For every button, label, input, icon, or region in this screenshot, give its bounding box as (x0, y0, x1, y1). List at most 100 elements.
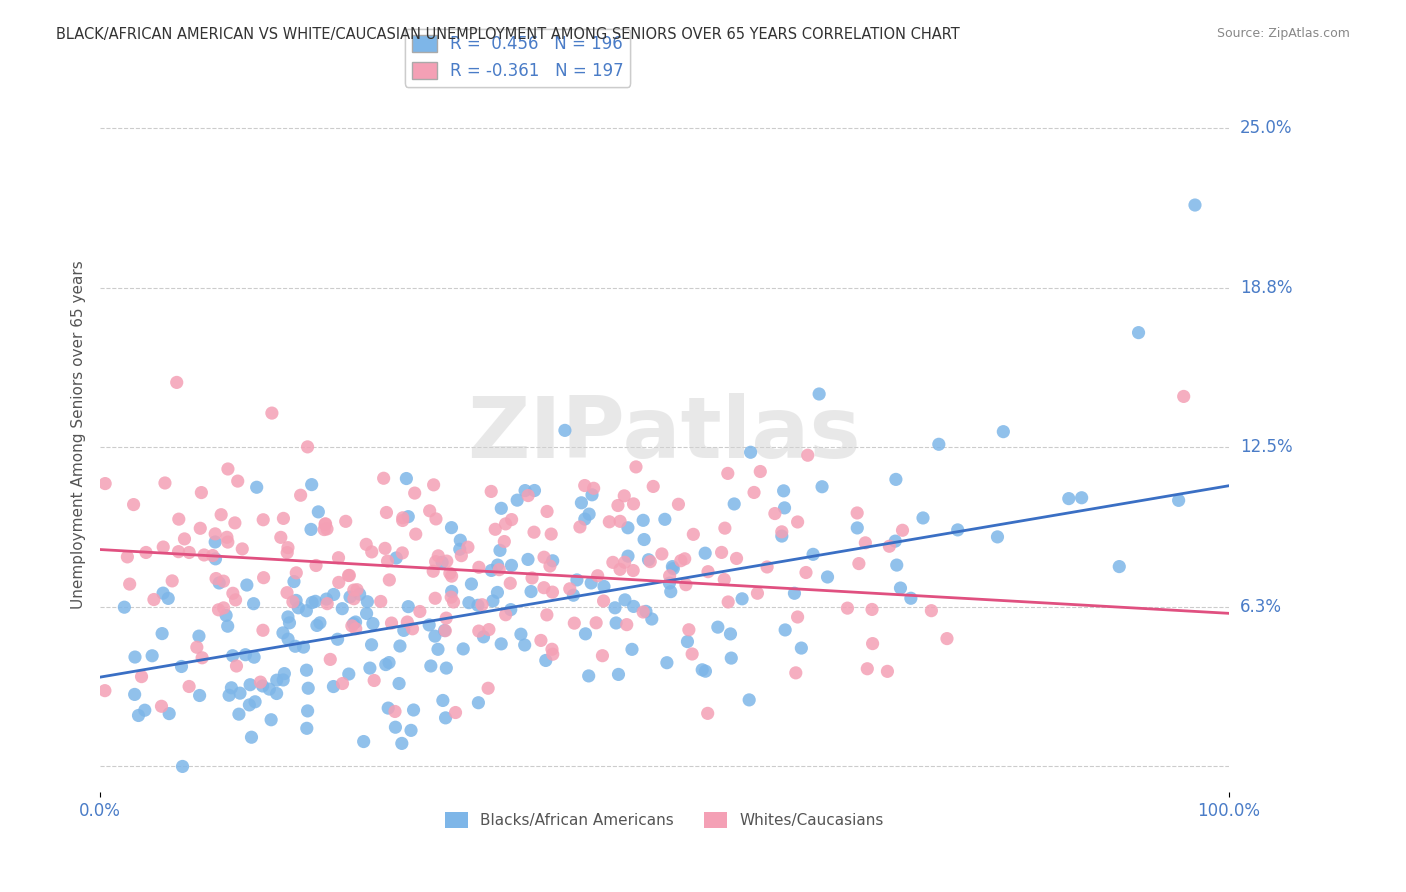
Point (499, 602, 522, 616)
Point (118, 577, 141, 591)
Point (853, 536, 876, 550)
Point (343, 591, 366, 606)
Point (142, 592, 165, 607)
Point (540, 527, 562, 541)
Point (451, 641, 474, 656)
Point (238, 698, 260, 712)
Point (271, 673, 294, 687)
Point (837, 601, 859, 615)
Point (167, 512, 190, 526)
Point (440, 521, 463, 535)
Point (316, 597, 339, 611)
Point (658, 569, 681, 583)
Point (786, 610, 808, 624)
Point (388, 676, 411, 690)
Point (240, 730, 263, 744)
Point (370, 594, 392, 608)
Point (422, 478, 444, 492)
Point (471, 598, 494, 612)
Point (460, 577, 482, 591)
Point (673, 551, 696, 566)
Point (284, 640, 307, 654)
Point (391, 513, 413, 527)
Point (658, 576, 681, 591)
Text: 6.3%: 6.3% (1240, 598, 1282, 616)
Point (190, 485, 212, 500)
Point (609, 562, 631, 576)
Text: 18.8%: 18.8% (1240, 279, 1292, 297)
Point (204, 535, 226, 549)
Point (337, 568, 360, 582)
Point (495, 516, 517, 531)
Point (191, 650, 214, 665)
Point (141, 648, 163, 663)
Point (260, 713, 283, 727)
Point (205, 572, 228, 586)
Point (790, 641, 813, 656)
Point (638, 555, 661, 569)
Point (440, 569, 463, 583)
Point (112, 600, 135, 615)
Point (150, 699, 173, 714)
Point (533, 581, 555, 595)
Point (225, 659, 247, 673)
Point (678, 623, 700, 637)
Point (651, 547, 673, 561)
Text: ZIPatlas: ZIPatlas (468, 393, 862, 476)
Point (266, 686, 288, 700)
Point (315, 592, 337, 607)
Point (391, 546, 413, 560)
Point (695, 664, 717, 678)
Point (770, 524, 793, 539)
Point (613, 555, 636, 569)
Point (879, 539, 901, 553)
Point (538, 558, 561, 573)
Point (201, 549, 224, 563)
Point (221, 681, 243, 695)
Point (785, 665, 807, 680)
Point (292, 640, 315, 654)
Point (578, 669, 600, 683)
Point (405, 527, 427, 541)
Point (316, 522, 339, 536)
Point (124, 687, 146, 701)
Point (696, 706, 718, 721)
Point (287, 600, 309, 615)
Point (478, 623, 501, 637)
Point (468, 560, 491, 574)
Point (337, 568, 360, 582)
Point (204, 527, 226, 541)
Point (425, 555, 447, 569)
Point (1070, 491, 1092, 505)
Point (315, 516, 337, 531)
Point (477, 681, 499, 696)
Point (817, 570, 839, 584)
Point (486, 558, 509, 572)
Point (946, 523, 969, 537)
Point (305, 618, 328, 632)
Point (332, 676, 354, 690)
Point (517, 489, 540, 503)
Point (373, 471, 395, 485)
Point (396, 599, 419, 614)
Point (450, 549, 472, 563)
Point (260, 406, 283, 420)
Point (717, 595, 740, 609)
Point (513, 638, 536, 652)
Point (330, 601, 353, 615)
Point (1108, 559, 1130, 574)
Point (654, 512, 676, 526)
Point (571, 496, 593, 510)
Point (434, 611, 457, 625)
Point (609, 514, 631, 528)
Point (252, 513, 274, 527)
Point (273, 666, 295, 681)
Point (356, 595, 378, 609)
Point (770, 529, 793, 543)
Point (796, 448, 818, 462)
Point (772, 483, 794, 498)
Point (534, 653, 557, 667)
Point (713, 573, 735, 587)
Point (621, 564, 644, 578)
Point (634, 604, 657, 618)
